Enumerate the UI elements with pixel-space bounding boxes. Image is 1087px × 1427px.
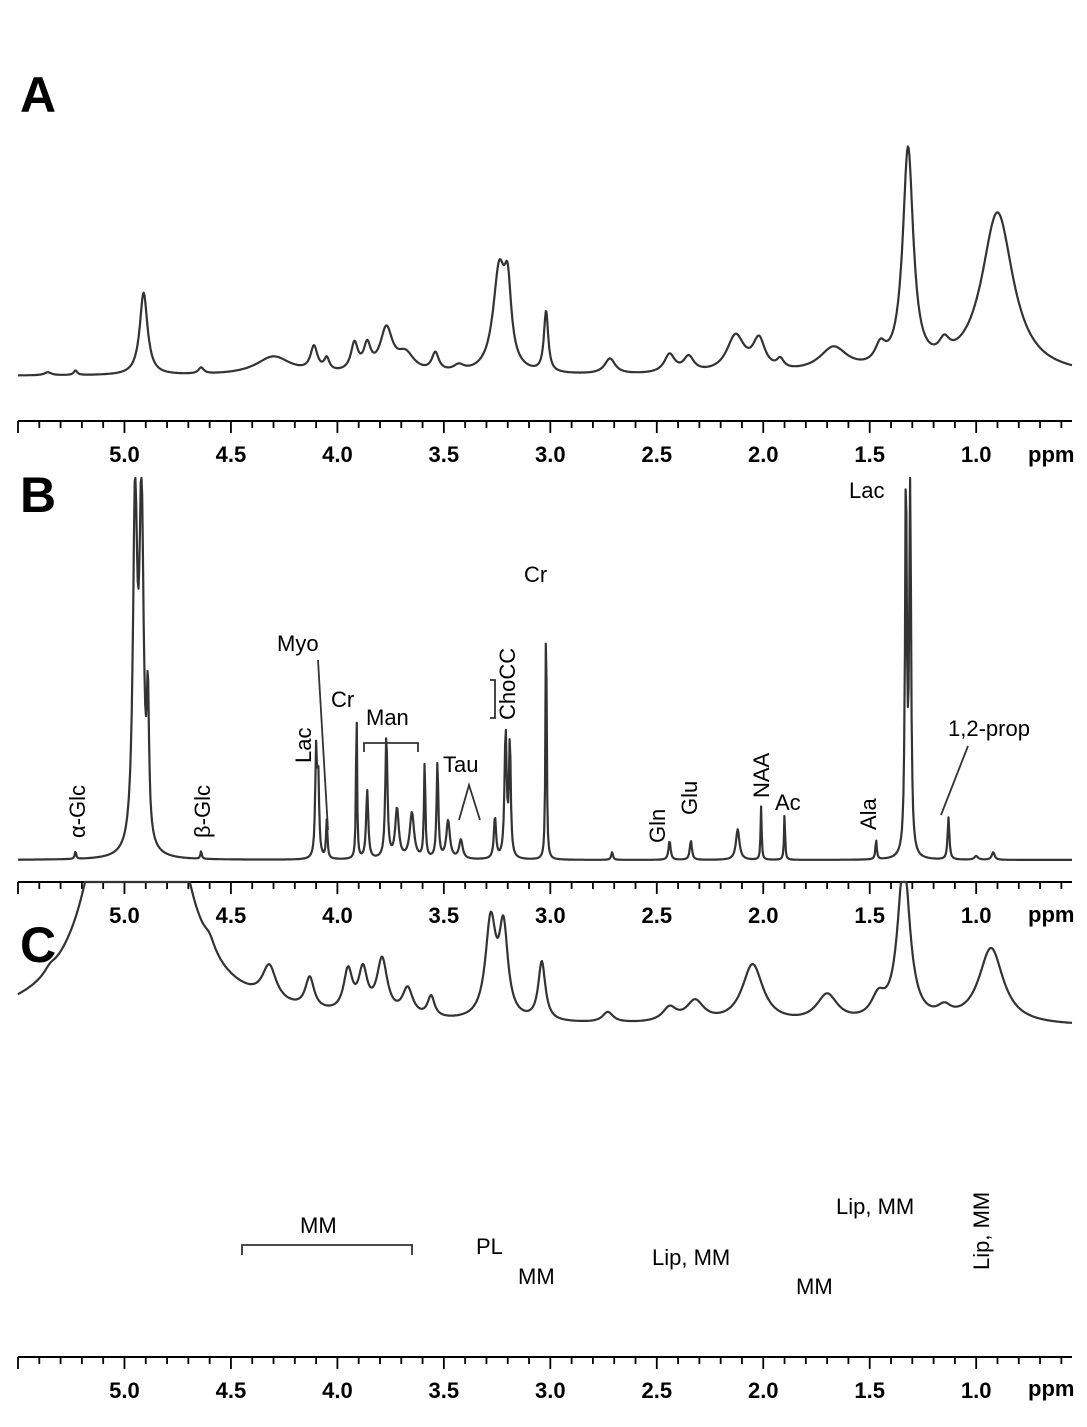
- tick-label: 2.0: [748, 1378, 779, 1403]
- annotation-naa: NAA: [749, 752, 774, 798]
- annotation-pl: PL: [476, 1234, 503, 1259]
- tick-label: 1.5: [854, 1378, 885, 1403]
- annotation-glu: Glu: [677, 781, 702, 815]
- tick-label: 1.0: [961, 442, 992, 467]
- tick-label: 5.0: [109, 903, 140, 928]
- annotation-beta-glc: β-Glc: [190, 785, 215, 838]
- tick-label: 2.5: [641, 1378, 672, 1403]
- panel-a-x-axis-label: ppm: [1028, 442, 1074, 467]
- tick-label: 4.5: [216, 442, 247, 467]
- annotation-mm-c1: MM: [300, 1213, 337, 1238]
- tick-label: 1.5: [854, 442, 885, 467]
- tick-label: 2.0: [748, 442, 779, 467]
- annotation-12-prop: 1,2-prop: [948, 716, 1030, 741]
- tick-label: 3.0: [535, 1378, 566, 1403]
- tick-label: 2.5: [641, 442, 672, 467]
- tick-label: 3.5: [429, 903, 460, 928]
- annotation-lac-b1: Lac: [291, 728, 316, 763]
- annotation-gln: Gln: [645, 809, 670, 843]
- tick-label: 4.0: [322, 1378, 353, 1403]
- tick-label: 1.5: [854, 903, 885, 928]
- tick-label: 2.0: [748, 903, 779, 928]
- panel-c-x-axis-label: ppm: [1028, 1376, 1074, 1401]
- tick-label: 3.5: [429, 1378, 460, 1403]
- annotation-tau: Tau: [443, 752, 478, 777]
- tick-label: 2.5: [641, 903, 672, 928]
- panel-b-spectrum: [17, 476, 1073, 861]
- tick-label: 4.0: [322, 903, 353, 928]
- annotation-lip-mm-3: Lip, MM: [969, 1192, 994, 1270]
- tick-label: 3.5: [429, 442, 460, 467]
- panel-c: C 5.0 4.5 4.0 3.5 3.0 2.5 2.0 1.5 1.0 ppm MM PL …: [17, 880, 1074, 1403]
- tick-label: 4.5: [216, 903, 247, 928]
- annotation-ac: Ac: [775, 790, 801, 815]
- panel-a-letter: A: [20, 67, 56, 123]
- annotation-mm-c2: MM: [518, 1264, 555, 1289]
- tick-label: 5.0: [109, 1378, 140, 1403]
- annotation-cr-b2: Cr: [524, 562, 547, 587]
- panel-c-x-axis: 5.0 4.5 4.0 3.5 3.0 2.5 2.0 1.5 1.0: [17, 1356, 1072, 1403]
- tick-label: 1.0: [961, 903, 992, 928]
- panel-b-x-axis: 5.0 4.5 4.0 3.5 3.0 2.5 2.0 1.5 1.0: [17, 881, 1072, 928]
- annotation-mm-c3: MM: [796, 1274, 833, 1299]
- tick-label: 4.5: [216, 1378, 247, 1403]
- annotation-cr-b1: Cr: [331, 687, 354, 712]
- tick-label: 3.0: [535, 903, 566, 928]
- annotation-mm-c1-bracket: [241, 1244, 413, 1255]
- annotation-lac-b2: Lac: [849, 478, 884, 503]
- tick-label: 4.0: [322, 442, 353, 467]
- tick-label: 3.0: [535, 442, 566, 467]
- panel-a-spectrum: [17, 145, 1073, 377]
- annotation-alpha-glc: α-Glc: [65, 785, 90, 838]
- annotation-man: Man: [366, 705, 409, 730]
- annotation-ala: Ala: [856, 797, 881, 830]
- panel-b-letter: B: [20, 467, 56, 523]
- annotation-myo-leader: [317, 659, 329, 831]
- annotation-lip-mm-1: Lip, MM: [652, 1245, 730, 1270]
- tick-label: 5.0: [109, 442, 140, 467]
- annotation-man-bracket: [363, 742, 419, 752]
- panel-a-x-axis: 5.0 4.5 4.0 3.5 3.0 2.5 2.0 1.5 1.0: [17, 420, 1072, 467]
- annotation-lip-mm-2: Lip, MM: [836, 1194, 914, 1219]
- panel-c-letter: C: [20, 917, 56, 973]
- panel-b: B 5.0 4.5 4.0 3.5 3.0 2.5 2.0 1.5 1.0 ppm α-Glc …: [17, 467, 1074, 928]
- annotation-tau-leader: [458, 781, 481, 821]
- annotation-12-prop-leader: [940, 745, 969, 816]
- annotation-chocc-bracket: [490, 679, 496, 719]
- annotation-chocc: ChoCC: [495, 648, 520, 720]
- panel-a: A 5.0 4.5 4.0 3.5 3.0 2.5 2.0 1.5 1.0 ppm: [17, 67, 1074, 467]
- panel-b-x-axis-label: ppm: [1028, 902, 1074, 927]
- annotation-myo: Myo: [277, 631, 319, 656]
- tick-label: 1.0: [961, 1378, 992, 1403]
- panel-c-spectrum: [17, 880, 1073, 1024]
